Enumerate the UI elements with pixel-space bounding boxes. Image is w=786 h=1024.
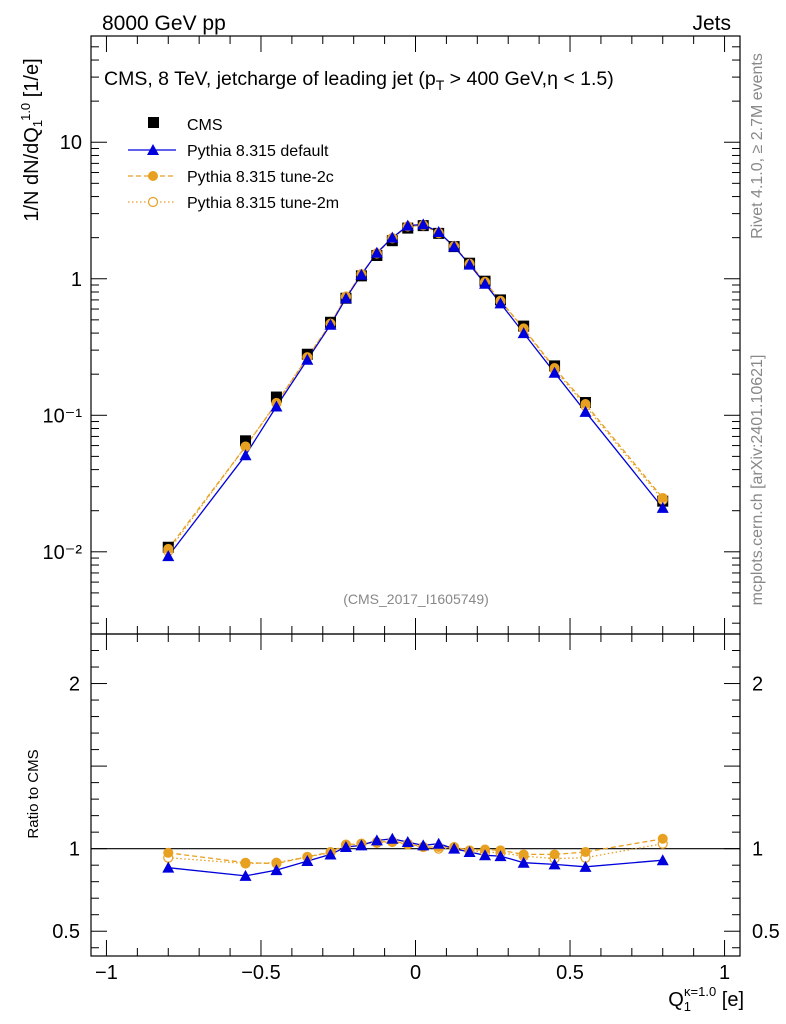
ratio-point-default bbox=[479, 849, 492, 861]
ratio-point-tune2c bbox=[163, 847, 174, 858]
y-axis-label-main: 1/N dN/dQ11.0 [1/e] bbox=[18, 58, 45, 221]
ratio-point-default bbox=[339, 841, 352, 853]
mcplots-label: mcplots.cern.ch [arXiv:2401.10621] bbox=[749, 355, 766, 606]
ratio-point-tune2c bbox=[271, 858, 282, 869]
series-line-default bbox=[167, 223, 664, 557]
y-tick-label-ratio: 2 bbox=[69, 674, 80, 696]
ratio-point-default bbox=[548, 858, 561, 870]
ratio-point-tune2c bbox=[240, 857, 251, 868]
data-point-default bbox=[401, 219, 414, 231]
data-point-default bbox=[162, 550, 175, 562]
data-point-default bbox=[370, 246, 383, 258]
y-tick-label-main: 1 bbox=[71, 269, 82, 291]
data-point-default bbox=[239, 449, 252, 461]
ratio-point-tune2c bbox=[518, 849, 529, 860]
ratio-point-default bbox=[239, 869, 252, 881]
data-point-default bbox=[270, 400, 283, 412]
ratio-point-default bbox=[386, 832, 399, 844]
legend-label-default: Pythia 8.315 default bbox=[187, 143, 329, 160]
data-point-cms bbox=[270, 391, 282, 403]
data-point-default bbox=[355, 268, 368, 280]
ratio-point-default bbox=[517, 856, 530, 868]
legend-marker-tune2c bbox=[148, 171, 158, 181]
ratio-point-default bbox=[432, 837, 445, 849]
x-axis-label: Q1κ=1.0 [e] bbox=[668, 984, 744, 1014]
ratio-point-tune2c bbox=[657, 833, 668, 844]
ratio-point-default bbox=[463, 845, 476, 857]
ratio-point-default bbox=[324, 848, 337, 860]
ratio-point-default bbox=[417, 839, 430, 851]
x-tick-label: −1 bbox=[95, 962, 118, 984]
analysis-tag: (CMS_2017_I1605749) bbox=[343, 591, 489, 607]
data-point-cms bbox=[240, 435, 252, 447]
ratio-point-default bbox=[355, 839, 368, 851]
header-left-label: 8000 GeV pp bbox=[102, 12, 226, 35]
data-point-default bbox=[386, 231, 399, 243]
ratio-point-default bbox=[401, 836, 414, 848]
y-tick-label-ratio-right: 0.5 bbox=[752, 921, 780, 943]
y-tick-label-ratio-right: 2 bbox=[752, 674, 763, 696]
ratio-point-tune2c bbox=[549, 849, 560, 860]
y-tick-label-main: 10⁻² bbox=[43, 542, 83, 564]
legend-marker-cms bbox=[148, 117, 159, 128]
ratio-point-default bbox=[579, 860, 592, 872]
x-tick-label: −0.5 bbox=[241, 962, 280, 984]
data-point-default bbox=[494, 297, 507, 309]
ratio-point-default bbox=[270, 864, 283, 876]
y-tick-label-main: 10 bbox=[60, 132, 82, 154]
data-point-default bbox=[417, 218, 430, 230]
x-tick-label: 1 bbox=[719, 962, 730, 984]
legend-label-tune2c: Pythia 8.315 tune-2c bbox=[187, 169, 334, 186]
data-point-tune2c bbox=[580, 398, 591, 409]
data-point-default bbox=[479, 277, 492, 289]
data-point-default bbox=[432, 226, 445, 238]
y-axis-label-ratio: Ratio to CMS bbox=[25, 749, 42, 838]
data-point-default bbox=[517, 327, 530, 339]
ratio-point-tune2c bbox=[580, 846, 591, 857]
ratio-point-default bbox=[162, 861, 175, 873]
data-point-default bbox=[339, 292, 352, 304]
data-point-default bbox=[656, 501, 669, 513]
legend-label-cms: CMS bbox=[187, 117, 223, 134]
legend: CMS Pythia 8.315 default Pythia 8.315 tu… bbox=[128, 117, 339, 212]
ratio-plot-frame bbox=[90, 633, 741, 957]
data-point-default bbox=[579, 405, 592, 417]
data-point-default bbox=[324, 318, 337, 330]
ratio-point-default bbox=[301, 855, 314, 867]
y-tick-label-ratio: 0.5 bbox=[52, 921, 80, 943]
data-point-tune2c bbox=[240, 441, 251, 452]
series-line-tune2m bbox=[167, 224, 664, 552]
legend-label-tune2m: Pythia 8.315 tune-2m bbox=[187, 195, 339, 212]
header-right-label: Jets bbox=[692, 12, 731, 35]
data-point-default bbox=[448, 240, 461, 252]
y-tick-label-ratio: 1 bbox=[69, 839, 80, 861]
y-tick-label-ratio-right: 1 bbox=[752, 839, 763, 861]
ratio-point-default bbox=[656, 854, 669, 866]
x-tick-label: 0 bbox=[410, 962, 421, 984]
ratio-point-default bbox=[370, 834, 383, 846]
data-point-default bbox=[548, 366, 561, 378]
data-point-default bbox=[463, 258, 476, 270]
legend-marker-tune2m bbox=[147, 196, 159, 208]
chart-title: CMS, 8 TeV, jetcharge of leading jet (pT… bbox=[104, 68, 614, 93]
data-point-tune2c bbox=[163, 543, 174, 554]
data-point-tune2c bbox=[657, 492, 668, 503]
plot-marks: −1 −0.5 0 0.5 1 10 1 10⁻¹ 10⁻² 2 2 1 1 0.5 0.5 bbox=[43, 35, 780, 984]
x-tick-label: 0.5 bbox=[556, 962, 584, 984]
rivet-label: Rivet 4.1.0, ≥ 2.7M events bbox=[749, 53, 766, 239]
ratio-point-default bbox=[448, 842, 461, 854]
series-line-tune2c bbox=[167, 224, 664, 550]
data-point-default bbox=[301, 353, 314, 365]
ratio-point-default bbox=[494, 850, 507, 862]
y-tick-label-main: 10⁻¹ bbox=[43, 405, 83, 427]
legend-marker-default bbox=[147, 144, 159, 155]
